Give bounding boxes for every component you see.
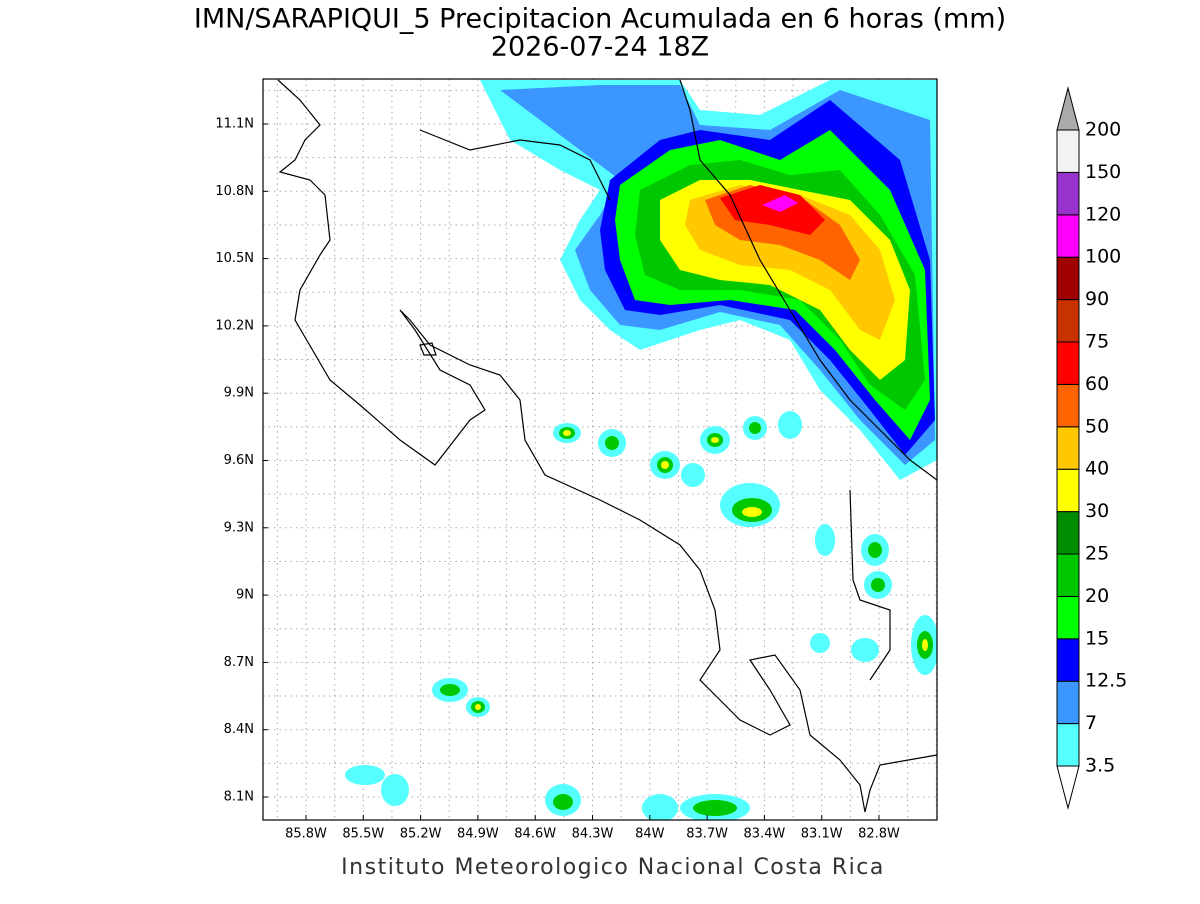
colorbar-segment — [1056, 638, 1080, 682]
lon-tick-label: 83.7W — [686, 827, 728, 842]
precipitation — [345, 80, 937, 820]
lon-tick-label: 85.5W — [342, 827, 384, 842]
coastline — [277, 79, 937, 813]
colorbar-segment — [1056, 129, 1080, 173]
lat-tick-label: 11.1N — [215, 117, 254, 132]
lon-tick-label: 83.4W — [743, 827, 785, 842]
colorbar-label: 40 — [1085, 458, 1109, 480]
colorbar: 3.5 7 12.5 15 20 25 30 40 50 60 75 90 100 120 150 200 — [1056, 86, 1127, 810]
lon-tick-label: 84.9W — [457, 827, 499, 842]
lon-tick-label: 82.8W — [858, 827, 900, 842]
colorbar-label: 50 — [1085, 415, 1109, 437]
colorbar-label: 20 — [1085, 585, 1109, 607]
lon-tick-label: 84.3W — [572, 827, 614, 842]
lat-tick-label: 10.2N — [215, 318, 254, 333]
lat-tick-label: 9.9N — [224, 386, 254, 401]
lat-tick-label: 9.6N — [224, 453, 254, 468]
colorbar-label: 60 — [1085, 373, 1109, 395]
colorbar-label: 12.5 — [1085, 670, 1127, 692]
lon-tick-label: 85.8W — [285, 827, 327, 842]
lat-tick-label: 8.4N — [224, 722, 254, 737]
colorbar-label: 7 — [1085, 712, 1097, 734]
colorbar-segment — [1056, 341, 1080, 385]
colorbar-over — [1056, 86, 1080, 131]
subtitle: 2026-07-24 18Z — [491, 32, 709, 63]
lat-tick-label: 10.8N — [215, 184, 254, 199]
lat-tick-label: 10.5N — [215, 251, 254, 266]
lat-tick-label: 9N — [236, 588, 254, 603]
colorbar-label: 120 — [1085, 203, 1121, 225]
colorbar-segment — [1056, 723, 1080, 767]
colorbar-label: 3.5 — [1085, 755, 1115, 777]
lat-tick-label: 8.1N — [224, 790, 254, 805]
title: IMN/SARAPIQUI_5 Precipitacion Acumulada … — [194, 4, 1006, 35]
colorbar-label: 100 — [1085, 246, 1121, 268]
lat-tick-label: 9.3N — [224, 520, 254, 535]
map-frame — [262, 78, 938, 821]
colorbar-segment — [1056, 299, 1080, 343]
lon-tick-label: 84W — [635, 827, 665, 842]
footer: Instituto Meteorologico Nacional Costa R… — [341, 855, 885, 880]
colorbar-label: 25 — [1085, 543, 1109, 565]
lon-tick-label: 83.1W — [801, 827, 843, 842]
colorbar-label: 200 — [1085, 119, 1121, 141]
colorbar-segment — [1056, 553, 1080, 597]
colorbar-label: 90 — [1085, 288, 1109, 310]
colorbar-segment — [1056, 256, 1080, 301]
lon-tick-label: 85.2W — [400, 827, 442, 842]
colorbar-segment — [1056, 468, 1080, 513]
colorbar-segment — [1056, 214, 1080, 258]
colorbar-segment — [1056, 171, 1080, 216]
lat-tick-label: 8.7N — [224, 655, 254, 670]
colorbar-label: 75 — [1085, 331, 1109, 353]
colorbar-segment — [1056, 680, 1080, 725]
colorbar-under — [1056, 765, 1080, 810]
colorbar-segment — [1056, 383, 1080, 428]
colorbar-label: 150 — [1085, 161, 1121, 183]
colorbar-segment — [1056, 595, 1080, 640]
lon-tick-label: 84.6W — [514, 827, 556, 842]
colorbar-label: 15 — [1085, 627, 1109, 649]
colorbar-segment — [1056, 426, 1080, 470]
colorbar-segment — [1056, 511, 1080, 555]
colorbar-label: 30 — [1085, 500, 1109, 522]
